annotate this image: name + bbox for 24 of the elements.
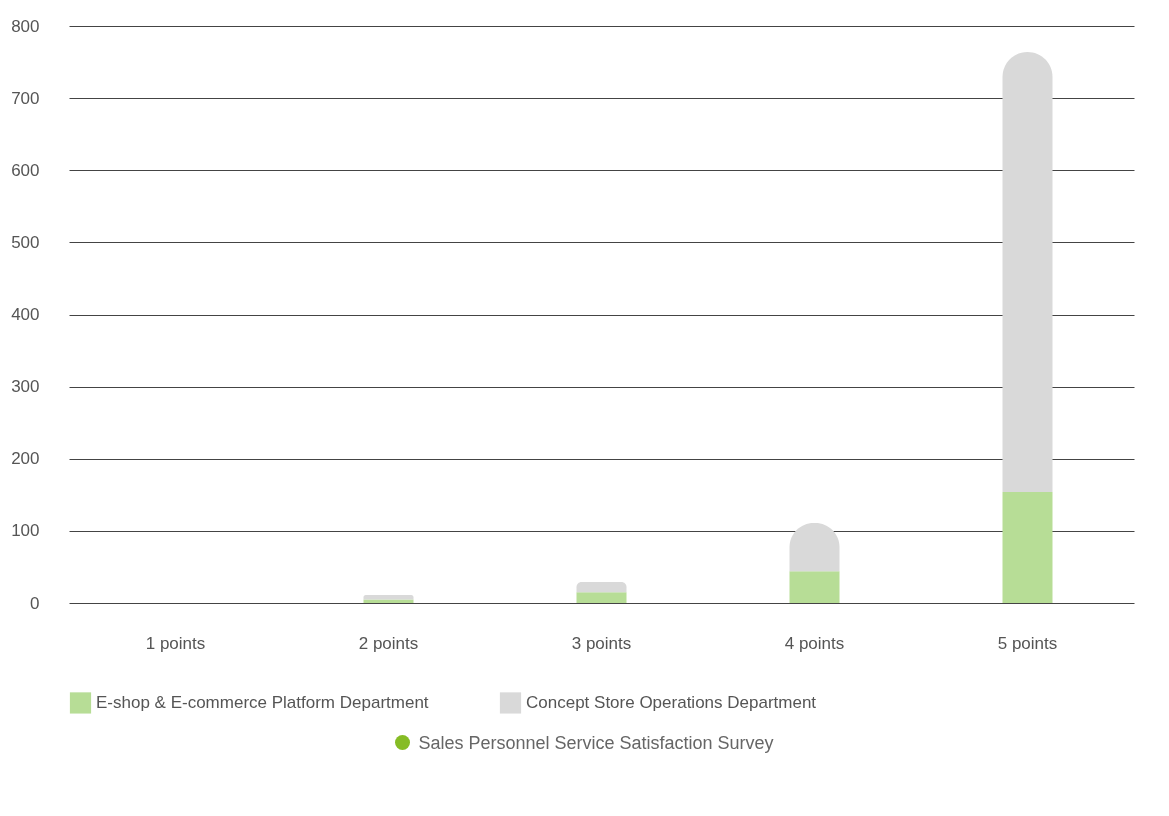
x-tick-label: 4 points [784, 633, 845, 653]
y-tick-label: 0 [30, 593, 40, 613]
bar [1002, 51, 1053, 492]
bar [363, 599, 414, 603]
bar [363, 595, 414, 600]
bar [576, 582, 627, 593]
y-tick-label: 600 [11, 160, 40, 180]
text: Sales Personnel Service Satisfaction Survey [417, 733, 775, 754]
y-tick-label: 800 [11, 16, 40, 36]
x-tick-label: 5 points [997, 633, 1058, 653]
y-tick-label: 200 [11, 449, 40, 469]
x-tick-label: 3 points [571, 633, 632, 653]
y-tick-label: 400 [11, 305, 40, 324]
bar [576, 592, 627, 603]
y-tick-label: 100 [11, 521, 40, 541]
x-tick-label: 1 points [145, 633, 206, 653]
x-tick-label: 2 points [358, 633, 419, 653]
legend-label: Concept Store Operations Department [526, 692, 817, 712]
legend-label: E-shop & E-commerce Platform Department [96, 692, 429, 712]
y-tick-label: 500 [11, 232, 40, 252]
y-tick-label: 300 [11, 377, 40, 397]
bar [789, 571, 840, 603]
y-tick-label: 700 [11, 88, 40, 108]
bar [1002, 491, 1053, 603]
